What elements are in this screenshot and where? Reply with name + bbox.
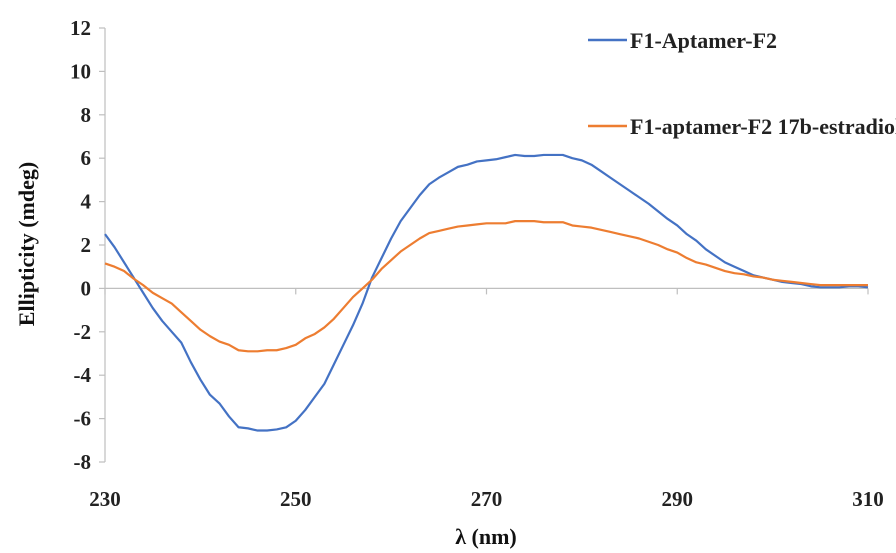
y-tick-label: 8 bbox=[81, 103, 92, 127]
y-tick-label: 6 bbox=[81, 146, 92, 170]
y-tick-label: -4 bbox=[74, 363, 92, 387]
x-tick-label: 290 bbox=[662, 487, 694, 511]
y-tick-label: -8 bbox=[74, 450, 92, 474]
x-tick-label: 310 bbox=[852, 487, 884, 511]
y-axis-title: Ellipticity (mdeg) bbox=[14, 162, 39, 326]
legend-label-2: F1-aptamer-F2 17b-estradiol bbox=[630, 114, 896, 139]
x-tick-label: 250 bbox=[280, 487, 312, 511]
x-tick-label: 270 bbox=[471, 487, 503, 511]
series-line-1 bbox=[104, 153, 869, 432]
y-tick-label: 0 bbox=[81, 276, 92, 300]
axes: -8 -6 -4 -2 0 2 4 6 8 10 12 230 250 270 290 310 bbox=[70, 16, 884, 511]
y-tick-label: 12 bbox=[70, 16, 91, 40]
y-tick-label: -2 bbox=[74, 320, 92, 344]
y-tick-label: 2 bbox=[81, 233, 92, 257]
y-tick-label: -6 bbox=[74, 407, 92, 431]
series-line-2 bbox=[104, 220, 868, 353]
plot-area bbox=[104, 153, 869, 432]
legend-label-1: F1-Aptamer-F2 bbox=[630, 28, 777, 53]
x-axis-title: λ (nm) bbox=[455, 524, 517, 549]
x-tick-label: 230 bbox=[89, 487, 121, 511]
y-tick-label: 4 bbox=[81, 190, 92, 214]
legend: F1-Aptamer-F2 F1-aptamer-F2 17b-estradiol bbox=[588, 28, 896, 139]
y-tick-label: 10 bbox=[70, 59, 91, 83]
